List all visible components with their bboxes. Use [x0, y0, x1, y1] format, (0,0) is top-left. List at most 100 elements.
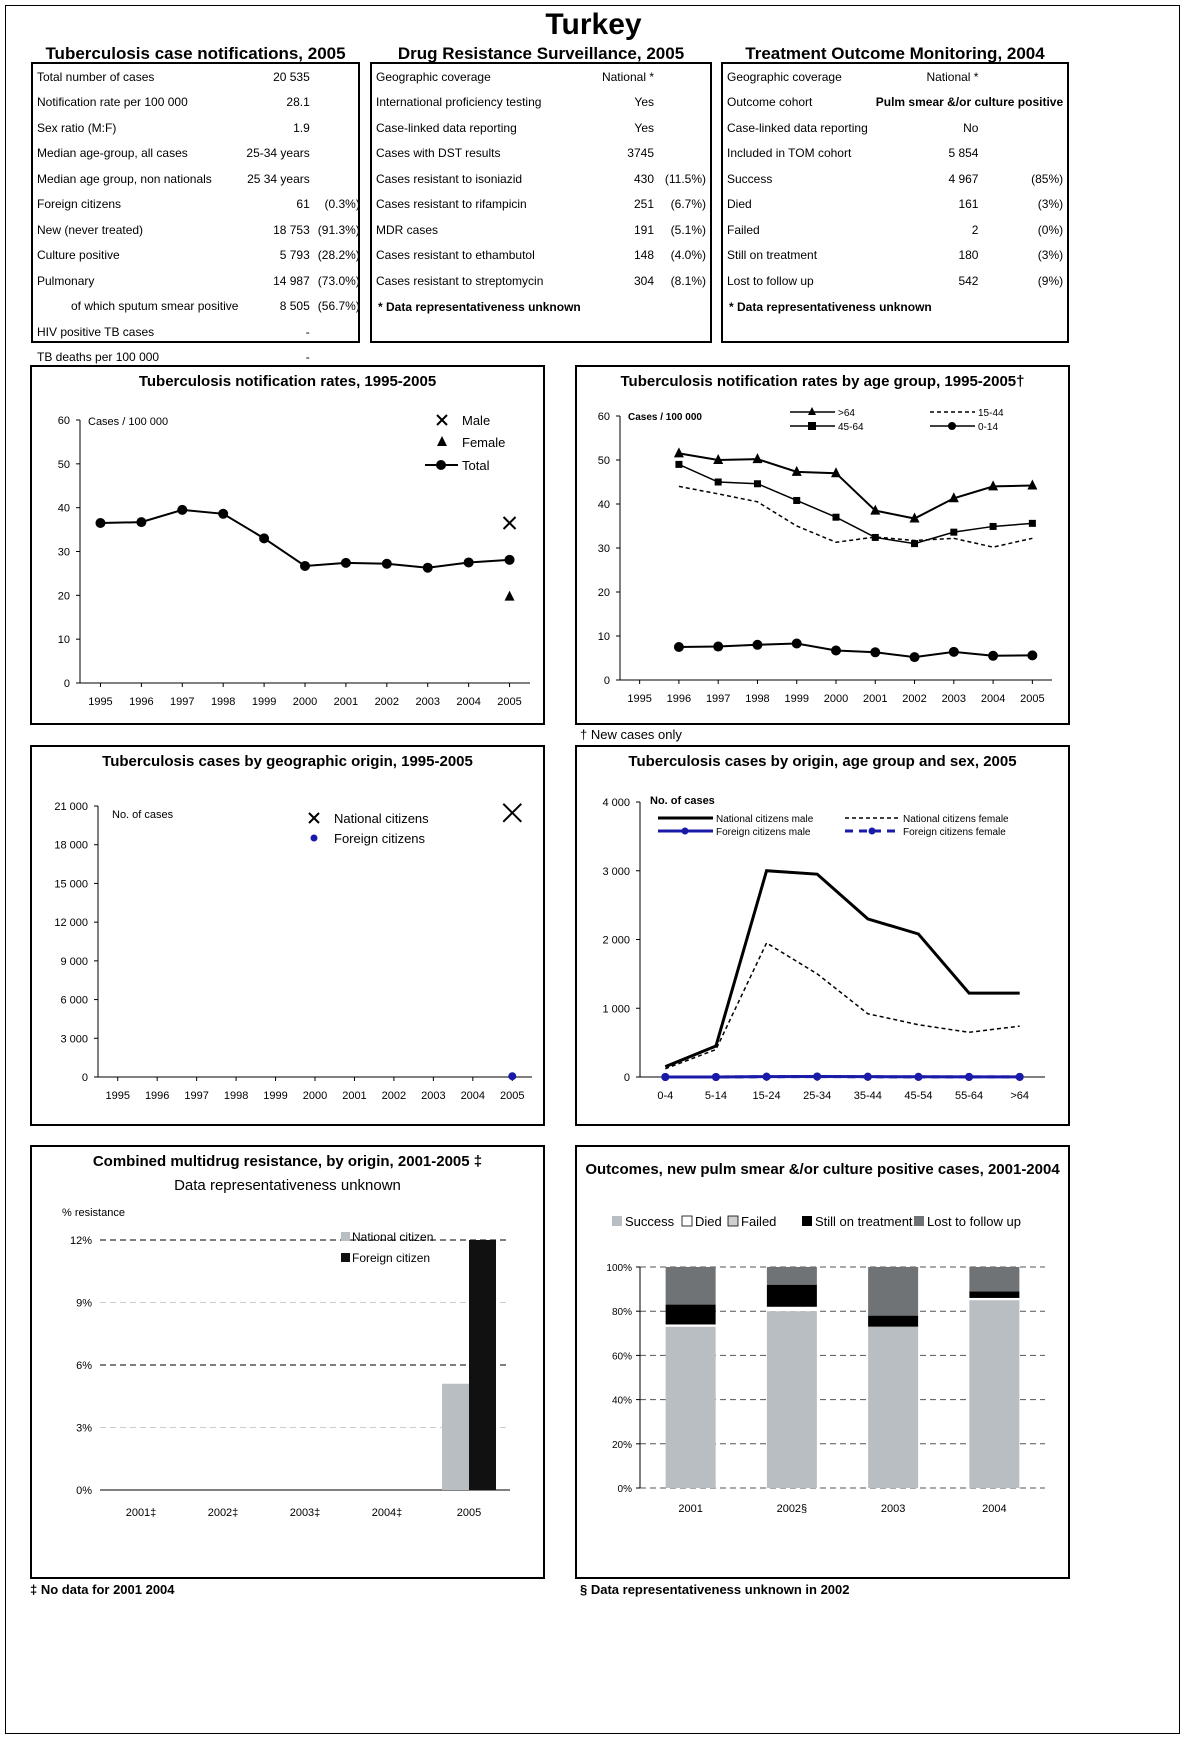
tom-value: 180 [958, 248, 979, 263]
tom-title: Treatment Outcome Monitoring, 2004 [745, 44, 1045, 63]
notifications-label: Median age group, non nationals [37, 171, 212, 186]
tom-row: Failed 2 (0%) [723, 217, 1067, 243]
drs-row: Cases resistant to ethambutol 148 (4.0%) [372, 243, 710, 269]
tom-label: Outcome cohort [727, 95, 813, 110]
tom-value: No [963, 120, 979, 135]
drs-value: National * [601, 69, 654, 84]
drs-value: 148 [633, 248, 654, 263]
notifications-percent: (28.2%) [317, 248, 360, 263]
tom-note: * Data representativeness unknown [729, 300, 932, 314]
outcome-footnote: § Data representativeness unknown in 200… [580, 1582, 850, 1597]
tom-row: Included in TOM cohort 5 854 [723, 141, 1067, 167]
notifications-label: Median age-group, all cases [37, 146, 188, 161]
tom-value: 161 [958, 197, 979, 212]
tom-row: Outcome cohort Pulm smear &/or culture po… [723, 90, 1067, 116]
drs-percent: (6.7%) [670, 197, 706, 212]
notifications-value: 25 34 years [247, 171, 310, 186]
drs-row: MDR cases 191 (5.1%) [372, 217, 710, 243]
outcomes-chart-box: Outcomes, new pulm smear &/or culture po… [575, 1145, 1070, 1579]
notifications-percent [314, 90, 364, 116]
drs-label: Cases resistant to ethambutol [376, 248, 535, 263]
tom-row: Success 4 967 (85%) [723, 166, 1067, 192]
drs-value: Yes [634, 120, 654, 135]
notifications-label: Sex ratio (M:F) [37, 120, 117, 135]
tom-row: Lost to follow up 542 (9%) [723, 268, 1067, 294]
tom-table-box: Geographic coverage National * Outcome coh… [721, 62, 1069, 343]
tom-value: 5 854 [948, 146, 979, 161]
notifications-label: Total number of cases [37, 69, 155, 84]
drs-percent: (5.1%) [670, 222, 706, 237]
tom-value: National * [926, 69, 979, 84]
page-title: Turkey [545, 8, 642, 41]
notifications-row: of which sputum smear positive 8 505 (56.7… [33, 294, 364, 320]
notifications-value: 28.1 [286, 95, 310, 110]
tom-label: Died [727, 197, 752, 212]
tom-percent: (85%) [1031, 171, 1064, 186]
drs-label: Geographic coverage [376, 69, 491, 84]
notifications-percent [314, 115, 364, 141]
drs-value: 430 [633, 171, 654, 186]
mdr-chart-box: Combined multidrug resistance, by origin… [30, 1145, 545, 1579]
drs-value: 191 [633, 222, 654, 237]
notifications-value: 8 505 [279, 299, 310, 314]
notifications-row: New (never treated) 18 753 (91.3%) [33, 217, 364, 243]
notifications-label: HIV positive TB cases [37, 324, 155, 339]
drs-value: 304 [633, 273, 654, 288]
tom-percent [982, 64, 1067, 90]
notifications-value: 20 535 [273, 69, 310, 84]
notifications-value: - [305, 350, 310, 365]
notifications-percent [314, 166, 364, 192]
notifications-row: Sex ratio (M:F) 1.9 [33, 115, 364, 141]
notifications-label: Culture positive [37, 248, 120, 263]
notifications-label: New (never treated) [37, 222, 144, 237]
agegroup-chart-box: Tuberculosis notification rates by age g… [575, 365, 1070, 725]
tom-value: 4 967 [948, 171, 979, 186]
notifications-row: Culture positive 5 793 (28.2%) [33, 243, 364, 269]
notifications-label: Foreign citizens [37, 197, 122, 212]
drs-percent: (8.1%) [670, 273, 706, 288]
notifications-percent: (91.3%) [317, 222, 360, 237]
tom-row: Died 161 (3%) [723, 192, 1067, 218]
mdr-chart-subtitle: Data representativeness unknown [174, 1177, 401, 1194]
age-footnote: † New cases only [580, 727, 682, 742]
tom-value: 2 [971, 222, 979, 237]
notifications-row: Notification rate per 100 000 28.1 [33, 90, 364, 116]
tom-percent: (0%) [1037, 222, 1064, 237]
tom-percent [982, 115, 1067, 141]
drs-percent [658, 64, 710, 90]
agegroup-chart-title: Tuberculosis notification rates by age g… [620, 373, 1025, 390]
drs-row: Cases resistant to rifampicin 251 (6.7%) [372, 192, 710, 218]
notifications-percent [314, 319, 364, 345]
drs-label: Cases resistant to streptomycin [376, 273, 544, 288]
rates-chart-box: Tuberculosis notification rates, 1995-20… [30, 365, 545, 725]
notifications-table: Total number of cases 20 535 Notification … [33, 64, 364, 370]
originage-chart-box: Tuberculosis cases by origin, age group … [575, 745, 1070, 1126]
drs-row: International proficiency testing Yes [372, 90, 710, 116]
notifications-label: TB deaths per 100 000 [37, 350, 160, 365]
notifications-percent: (73.0%) [317, 273, 360, 288]
drs-label: Case-linked data reporting [376, 120, 517, 135]
drs-value: Yes [634, 95, 654, 110]
tom-label: Geographic coverage [727, 69, 842, 84]
drs-label: Cases resistant to rifampicin [376, 197, 527, 212]
tom-label: Failed [727, 222, 760, 237]
notifications-row: HIV positive TB cases - [33, 319, 364, 345]
drs-row: Case-linked data reporting Yes [372, 115, 710, 141]
notifications-value: - [305, 324, 310, 339]
tom-percent [982, 141, 1067, 167]
tom-percent: (3%) [1037, 197, 1064, 212]
drs-note: * Data representativeness unknown [378, 300, 581, 314]
notifications-value: 25-34 years [246, 146, 310, 161]
notifications-label: Notification rate per 100 000 [37, 95, 188, 110]
tom-label: Case-linked data reporting [727, 120, 868, 135]
notifications-title: Tuberculosis case notifications, 2005 [45, 44, 346, 63]
notifications-percent [314, 64, 364, 90]
tom-row: Case-linked data reporting No [723, 115, 1067, 141]
drs-percent [658, 90, 710, 116]
notifications-table-box: Total number of cases 20 535 Notification … [31, 62, 360, 364]
geo-chart-title: Tuberculosis cases by geographic origin,… [102, 753, 473, 770]
tom-percent: (3%) [1037, 248, 1064, 263]
drs-row: Geographic coverage National * [372, 64, 710, 90]
notifications-row: TB deaths per 100 000 - [33, 345, 364, 371]
notifications-value: 1.9 [293, 120, 310, 135]
